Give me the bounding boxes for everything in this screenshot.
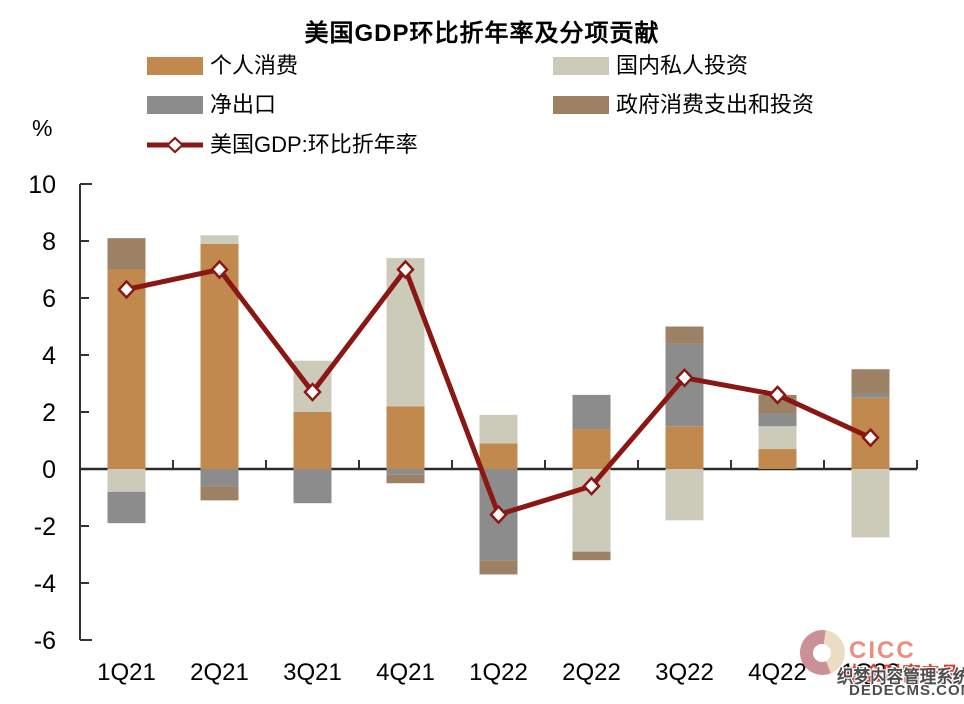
bar-segment-政府消费支出和投资-1Q21 <box>107 238 146 270</box>
bar-segment-净出口-2Q21 <box>200 469 239 487</box>
y-tick-label: 2 <box>42 399 56 427</box>
bar-segment-净出口-1Q23 <box>851 393 890 398</box>
chart-title: 美国GDP环比折年率及分项贡献 <box>304 20 660 47</box>
bar-segment-国内私人投资-4Q22 <box>758 426 797 450</box>
gdp-line-marker-1Q21 <box>117 279 136 300</box>
gdp-line-marker-1Q22 <box>489 504 508 525</box>
y-tick-label: 8 <box>42 228 56 256</box>
x-axis-label: 1Q23 <box>841 659 900 686</box>
bar-segment-国内私人投资-2Q21 <box>200 235 239 244</box>
bar-segment-个人消费-1Q21 <box>107 269 146 469</box>
cicc-logo-icon <box>800 630 845 675</box>
bar-segment-净出口-4Q21 <box>386 469 425 475</box>
cicc-logo-text: CICC <box>849 637 916 664</box>
legend-item-personal-consumption: 个人消费 <box>147 55 298 77</box>
bar-segment-国内私人投资-1Q21 <box>107 469 146 492</box>
x-axis-label: 4Q22 <box>748 659 807 686</box>
y-tick-label: 6 <box>42 285 56 313</box>
x-axis-label: 3Q22 <box>655 659 714 686</box>
legend-swatch-private-investment-icon <box>553 57 609 75</box>
legend-swatch-government-icon <box>553 96 609 114</box>
bar-segment-净出口-1Q21 <box>107 491 146 524</box>
y-tick-label: 4 <box>42 342 56 370</box>
legend-swatch-personal-consumption-icon <box>147 57 203 75</box>
bar-segment-国内私人投资-1Q22 <box>479 414 518 444</box>
bar-segment-净出口-2Q22 <box>572 394 611 430</box>
cicc-logo-hole <box>813 644 831 662</box>
legend-label-net-exports: 净出口 <box>210 92 277 117</box>
bar-segment-政府消费支出和投资-3Q22 <box>665 326 704 344</box>
bar-segment-个人消费-4Q22 <box>758 449 797 469</box>
bar-segment-政府消费支出和投资-2Q21 <box>200 486 239 501</box>
legend-item-gdp-line: 美国GDP:环比折年率 <box>147 134 418 156</box>
bar-segment-净出口-4Q22 <box>758 413 797 427</box>
y-tick-label: -2 <box>34 513 56 541</box>
gdp-line-marker-1Q23 <box>861 427 880 448</box>
gdp-line-marker-4Q21 <box>396 259 415 280</box>
legend-item-private-investment: 国内私人投资 <box>553 55 748 77</box>
legend-item-government: 政府消费支出和投资 <box>553 94 814 116</box>
x-axis-label: 4Q21 <box>376 659 435 686</box>
bar-segment-个人消费-2Q22 <box>572 429 611 469</box>
bar-segment-个人消费-2Q21 <box>200 243 239 469</box>
y-tick-label: -6 <box>34 627 56 655</box>
bar-segment-个人消费-4Q21 <box>386 406 425 469</box>
gdp-line-legend-symbol-icon <box>147 136 203 154</box>
legend-item-net-exports: 净出口 <box>147 94 276 116</box>
x-axis-label: 3Q21 <box>283 659 342 686</box>
dedecms-watermark-line2: DEDECMS.COM <box>849 682 964 699</box>
bar-segment-个人消费-1Q22 <box>479 443 518 469</box>
legend-swatch-net-exports-icon <box>147 96 203 114</box>
bar-segment-政府消费支出和投资-1Q22 <box>479 560 518 575</box>
gdp-line-marker-4Q22 <box>768 385 787 405</box>
x-axis-label: 2Q21 <box>190 659 249 686</box>
bar-segment-净出口-3Q21 <box>293 469 332 504</box>
bar-segment-个人消费-3Q22 <box>665 426 704 469</box>
y-axis-unit-label: % <box>32 115 53 141</box>
y-tick-label: -4 <box>34 570 56 598</box>
legend-label-gdp-line: 美国GDP:环比折年率 <box>210 132 418 157</box>
gdp-line-marker-2Q21 <box>210 259 229 280</box>
bar-segment-国内私人投资-4Q21 <box>386 258 425 407</box>
y-tick-label: 10 <box>28 171 56 199</box>
x-axis-label: 1Q22 <box>469 659 528 686</box>
dedecms-watermark-line1: 织梦内容管理系统 <box>837 667 964 687</box>
x-axis-label: 1Q21 <box>97 659 156 686</box>
bar-segment-个人消费-3Q21 <box>293 412 332 469</box>
legend-label-personal-consumption: 个人消费 <box>210 53 299 78</box>
legend-label-government: 政府消费支出和投资 <box>616 92 815 117</box>
bar-segment-政府消费支出和投资-1Q23 <box>851 369 890 394</box>
red-watermark-text: 中金财富产品 <box>845 664 960 685</box>
bar-segment-国内私人投资-1Q23 <box>851 469 890 538</box>
legend-label-private-investment: 国内私人投资 <box>616 53 749 78</box>
y-tick-label: 0 <box>42 456 56 484</box>
bar-segment-国内私人投资-3Q22 <box>665 469 704 521</box>
x-axis-label: 2Q22 <box>562 659 621 686</box>
bar-segment-政府消费支出和投资-4Q21 <box>386 474 425 484</box>
bar-segment-政府消费支出和投资-2Q22 <box>572 551 611 561</box>
legend-line-diamond-icon <box>165 136 185 154</box>
gdp-line-marker-3Q22 <box>675 367 694 388</box>
gdp-line-marker-2Q22 <box>582 476 601 496</box>
gdp-line-marker-3Q21 <box>303 382 322 402</box>
